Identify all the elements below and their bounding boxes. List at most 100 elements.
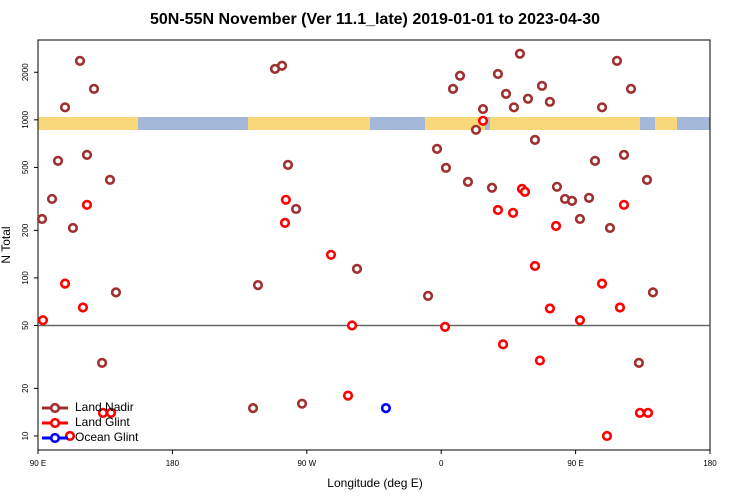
point <box>439 321 451 332</box>
point <box>74 55 86 67</box>
x-axis-label: Longitude (deg E) <box>327 476 422 490</box>
point <box>534 355 546 366</box>
point <box>282 159 294 170</box>
legend-label: Land Glint <box>75 415 130 429</box>
point <box>497 339 509 350</box>
point <box>431 143 443 154</box>
point <box>596 102 608 113</box>
point <box>81 199 93 210</box>
y-tick-label: 10 <box>21 431 30 440</box>
chart-title: 50N-55N November (Ver 11.1_late) 2019-01… <box>150 11 600 28</box>
point <box>641 174 653 185</box>
point <box>507 207 519 218</box>
point <box>642 407 654 418</box>
point <box>59 102 71 113</box>
legend-marker <box>49 432 61 444</box>
point <box>36 213 48 225</box>
y-tick-label: 1000 <box>21 110 30 128</box>
legend-marker <box>49 417 61 429</box>
y-tick-label: 500 <box>21 160 30 174</box>
point <box>96 357 108 368</box>
y-axis-label: N Total <box>0 226 13 263</box>
point <box>470 124 482 135</box>
plot-frame <box>37 39 711 451</box>
point <box>110 287 122 298</box>
point <box>105 407 117 418</box>
point <box>522 93 534 104</box>
point <box>325 249 337 260</box>
point <box>52 155 64 166</box>
point <box>67 222 79 234</box>
point <box>422 290 434 301</box>
point <box>550 220 562 232</box>
land-band <box>490 117 640 130</box>
point <box>529 260 541 272</box>
point <box>519 186 531 198</box>
point <box>618 149 630 161</box>
point <box>536 80 548 91</box>
point <box>59 278 71 289</box>
land-band <box>248 117 370 130</box>
point <box>566 195 578 207</box>
legend-marker <box>49 402 61 414</box>
x-tick-label: 0 <box>439 459 444 468</box>
point <box>614 302 626 313</box>
y-tick-label: 200 <box>21 223 30 237</box>
point <box>544 303 556 314</box>
y-tick-label: 20 <box>21 383 30 392</box>
point <box>486 182 498 193</box>
point <box>492 68 504 80</box>
point <box>477 103 489 115</box>
point <box>77 302 89 313</box>
y-tick-label: 2000 <box>21 63 30 81</box>
point <box>37 315 49 326</box>
point <box>589 155 601 166</box>
point <box>544 96 556 107</box>
point <box>596 278 608 289</box>
point <box>252 280 264 291</box>
point <box>604 222 616 234</box>
point <box>440 162 452 173</box>
point <box>88 83 100 94</box>
point <box>454 70 466 81</box>
x-tick-label: 90 W <box>297 459 316 468</box>
land-band <box>655 117 677 130</box>
point <box>514 48 525 59</box>
point <box>551 181 563 192</box>
point <box>601 430 613 442</box>
point <box>618 199 630 210</box>
point <box>81 149 93 161</box>
point <box>447 83 459 94</box>
point <box>296 398 308 409</box>
point <box>290 203 302 215</box>
point <box>279 217 291 228</box>
point <box>462 176 474 187</box>
point <box>647 287 659 298</box>
land-band <box>425 117 485 130</box>
point <box>611 55 623 67</box>
x-tick-label: 180 <box>166 459 180 468</box>
legend-label: Land Nadir <box>75 400 134 414</box>
point <box>351 263 363 275</box>
x-tick-label: 90 E <box>30 459 46 468</box>
point <box>64 430 76 442</box>
y-tick-label: 100 <box>21 271 30 285</box>
point <box>625 83 637 94</box>
point <box>477 115 489 126</box>
point <box>529 134 541 145</box>
point <box>247 403 259 414</box>
point <box>508 102 520 113</box>
point <box>46 193 58 205</box>
x-tick-label: 180 <box>703 459 717 468</box>
land-band <box>38 117 138 130</box>
x-tick-label: 90 E <box>567 459 583 468</box>
legend-label: Ocean Glint <box>75 430 139 444</box>
point <box>633 357 645 368</box>
point <box>380 403 392 414</box>
point <box>574 315 586 326</box>
point <box>280 194 291 205</box>
point <box>574 213 586 225</box>
